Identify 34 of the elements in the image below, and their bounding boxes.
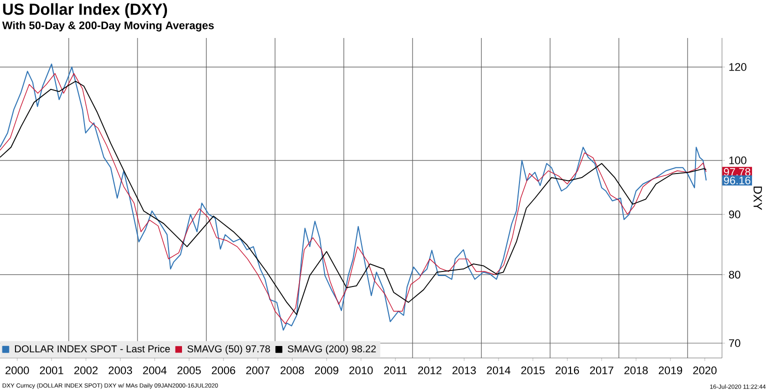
chart-title: US Dollar Index (DXY)	[3, 3, 168, 18]
y-tick-label: 80	[728, 270, 740, 279]
x-tick-label: 2006	[212, 366, 236, 374]
x-tick-label: 2012	[418, 366, 442, 374]
y-axis-title: DXY	[754, 186, 762, 210]
y-tick-label: 90	[729, 210, 740, 218]
chart-subtitle: With 50-Day & 200-Day Moving Averages	[2, 21, 214, 32]
x-tick-label: 2005	[177, 366, 201, 374]
x-tick-label: 2009	[314, 366, 338, 374]
x-tick-label: 2016	[556, 366, 579, 374]
x-tick-label: 2020	[693, 366, 717, 374]
y-tick-label: 100	[729, 156, 746, 164]
x-tick-label: 2018	[624, 366, 648, 374]
y-tick-label: 120	[729, 63, 746, 71]
x-tick-label: 2001	[40, 366, 64, 374]
x-tick-label: 2002	[74, 366, 98, 374]
y-tick-label: 70	[729, 339, 740, 348]
annotation: 97.78	[724, 168, 750, 176]
legend-label: SMAVG (200) 98.22	[288, 345, 376, 354]
x-tick-label: 2004	[143, 366, 167, 374]
x-tick-label: 2017	[590, 366, 614, 374]
x-tick-label: 2011	[384, 366, 407, 374]
x-tick-label: 2003	[108, 366, 132, 374]
x-tick-label: 2000	[6, 366, 29, 374]
legend-label: DOLLAR INDEX SPOT - Last Price	[15, 345, 170, 352]
x-tick-label: 2015	[521, 366, 545, 374]
x-tick-label: 2010	[349, 366, 373, 374]
legend-label: SMAVG (50) 97.78	[187, 345, 270, 354]
x-tick-label: 2013	[452, 366, 476, 374]
x-tick-label: 2007	[246, 366, 270, 374]
x-tick-label: 2014	[486, 366, 510, 374]
x-tick-label: 2008	[280, 366, 304, 374]
x-tick-label: 2019	[658, 366, 682, 374]
annotation: 96.16	[724, 176, 750, 184]
